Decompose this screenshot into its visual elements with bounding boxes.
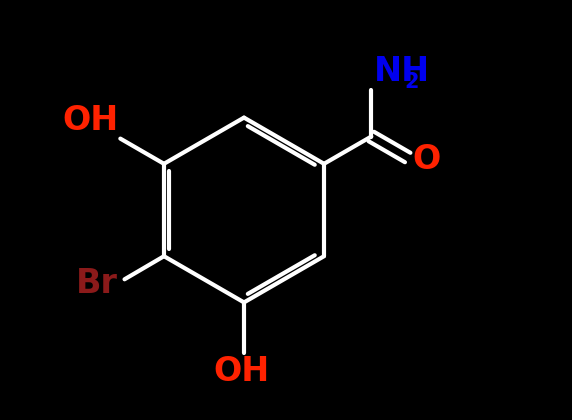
Text: Br: Br: [76, 267, 118, 300]
Text: 2: 2: [404, 72, 419, 92]
Text: OH: OH: [62, 103, 118, 136]
Text: OH: OH: [214, 355, 270, 388]
Text: NH: NH: [374, 55, 430, 88]
Text: O: O: [413, 143, 441, 176]
